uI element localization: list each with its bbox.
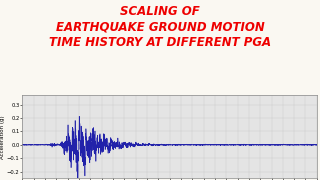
Text: SCALING OF
EARTHQUAKE GROUND MOTION
TIME HISTORY AT DIFFERENT PGA: SCALING OF EARTHQUAKE GROUND MOTION TIME… <box>49 5 271 49</box>
Y-axis label: Acceleration (g): Acceleration (g) <box>1 115 5 159</box>
